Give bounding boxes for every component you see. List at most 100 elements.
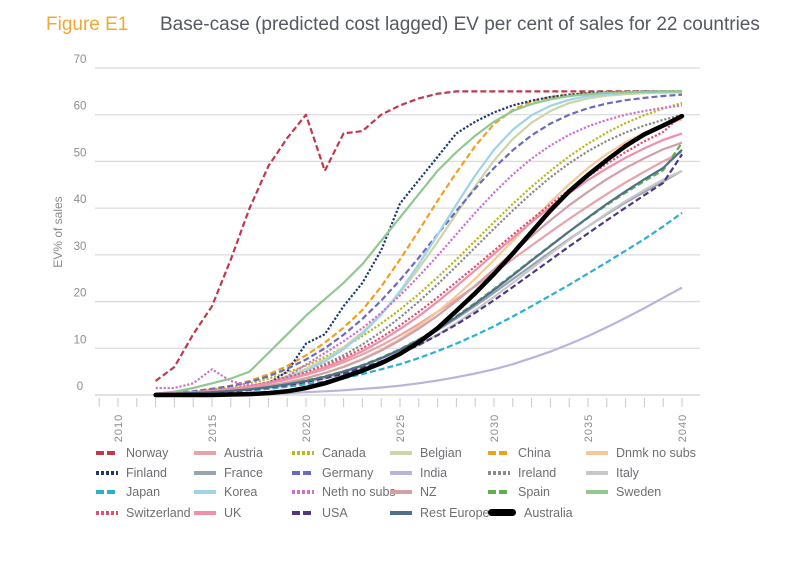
y-axis-label: EV% of sales [51,196,65,267]
x-tick-label: 2040 [677,414,689,442]
y-tick-label: 60 [74,101,87,113]
legend-swatch [96,510,118,515]
legend-label: Dnmk no subs [616,446,696,460]
series-line-italy [155,169,683,396]
legend-item: Spain [488,485,550,499]
legend-swatch [194,490,216,494]
legend-swatch [194,510,216,515]
legend-label: Australia [524,505,573,520]
legend-label: Italy [616,465,639,480]
legend-item: Sweden [586,485,661,499]
legend-swatch [96,490,118,494]
series-line-france [155,169,683,396]
gridlines [95,67,700,396]
legend-item: Australia [488,506,573,520]
legend-label: Canada [322,446,366,460]
legend-item: Austria [194,446,263,460]
x-tick-label: 2025 [395,414,407,442]
legend-label: USA [322,505,348,520]
legend-label: NZ [420,485,437,499]
legend-swatch [488,490,510,494]
figure-label: Figure E1 [46,14,129,35]
x-axis: 2010 2015 2020 2025 2030 2035 2040 [98,398,689,442]
y-tick-label: 0 [77,381,83,393]
series-line-neth-no-subs [155,104,683,390]
x-tick-label: 2010 [113,414,125,442]
legend-item: NZ [390,485,437,499]
legend-swatch [586,451,608,455]
legend-label: Spain [518,485,550,499]
legend-label: Norway [126,446,169,460]
y-tick-label: 40 [74,194,87,206]
legend-swatch [292,451,314,455]
legend-swatch [292,470,314,475]
series-line-austria [155,151,683,395]
legend-item: Switzerland [96,506,191,520]
legend-label: China [518,446,551,460]
series-line-australia [153,113,685,398]
legend-swatch [390,451,412,455]
legend-label: Neth no subs [322,485,396,499]
legend-swatch [390,510,412,515]
legend-label: Finland [126,465,167,480]
legend-swatch [96,470,118,475]
legend-swatch [488,470,510,475]
legend-swatch [586,490,608,494]
series-line-germany [155,93,683,395]
legend-swatch [194,470,216,475]
legend-label: Belgian [420,446,462,460]
legend-label: Austria [224,446,263,460]
legend-label: India [420,465,448,480]
series-line-usa [155,153,683,396]
legend-item: USA [292,506,348,520]
legend-item: Dnmk no subs [586,446,696,460]
legend-item: Japan [96,485,160,499]
legend-item: Rest Europe [390,506,489,520]
legend-item: Korea [194,485,257,499]
legend-swatch [292,510,314,515]
series-line-china [155,90,682,395]
x-tick-label: 2015 [207,414,219,442]
legend-label: UK [224,505,242,520]
y-tick-label: 70 [74,54,87,66]
legend-swatch [390,470,412,475]
legend-item: UK [194,506,241,520]
legend-item: India [390,466,447,480]
legend-swatch [96,451,118,455]
series-line-norway [154,90,682,382]
x-tick-label: 2020 [301,414,313,442]
legend-item: Belgian [390,446,462,460]
legend-item: China [488,446,551,460]
legend-swatch [194,451,216,455]
legend-item: Norway [96,446,168,460]
y-tick-label: 20 [74,288,87,300]
legend-label: Japan [126,485,161,499]
legend-label: Rest Europe [420,505,490,520]
legend-label: Korea [224,485,258,499]
series-line-rest-europe [155,149,683,396]
series-line-uk [155,132,683,396]
legend-swatch [488,451,510,455]
chart-title: Base-case (predicted cost lagged) EV per… [160,14,760,35]
legend-label: Germany [322,465,374,480]
legend-label: Switzerland [126,505,191,520]
y-tick-label: 10 [74,334,87,346]
legend-swatch [390,490,412,494]
legend-label: Sweden [616,485,662,499]
legend-label: Ireland [518,465,557,480]
legend-item: Canada [292,446,366,460]
y-tick-label: 30 [74,241,87,253]
x-tick-label: 2035 [583,414,595,442]
legend-item: Ireland [488,466,556,480]
legend-item: Finland [96,466,167,480]
legend-item: Neth no subs [292,485,396,499]
legend-item: France [194,466,263,480]
y-tick-label: 50 [74,147,87,159]
legend-swatch [586,470,608,475]
legend-swatch [488,509,516,516]
series-line-japan [155,211,683,396]
series-lines [153,90,685,398]
legend-swatch [292,490,314,494]
legend-item: Germany [292,466,373,480]
